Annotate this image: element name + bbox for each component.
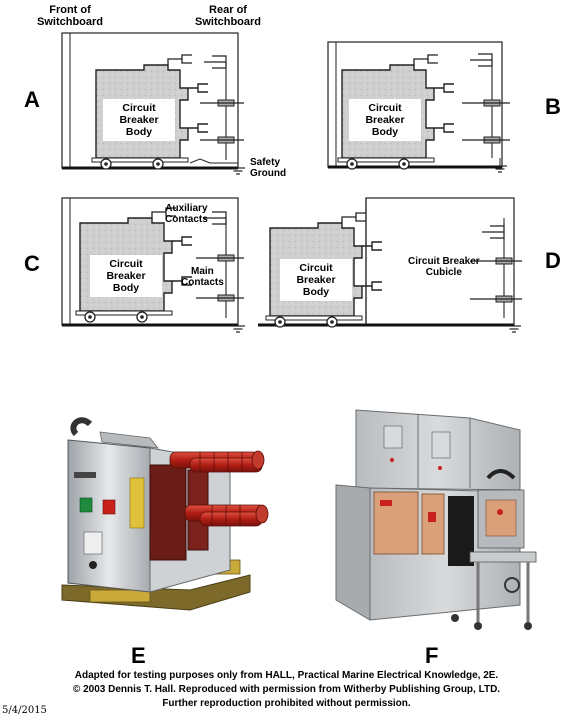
diagram-panel-b	[327, 41, 510, 173]
photo-letter-f: F	[425, 643, 439, 668]
breaker-body-label-d: Circuit Breaker Body	[280, 259, 352, 301]
auxiliary-contacts-label: Auxiliary Contacts	[165, 203, 208, 225]
date-stamp: 5/4/2015	[2, 705, 47, 716]
breaker-body-label-c: Circuit Breaker Body	[90, 255, 162, 297]
diagram-panel-c	[61, 197, 246, 333]
panel-letter-a: A	[24, 87, 40, 112]
credit-line-1: Adapted for testing purposes only from H…	[74, 670, 499, 681]
diagram-panel-d	[258, 197, 522, 333]
switchgear-photo-f	[335, 409, 537, 630]
panel-letter-b: B	[545, 94, 561, 119]
main-contacts-label: Main Contacts	[181, 266, 224, 288]
circuit-breaker-cubicle-label: Circuit Breaker Cubicle	[408, 256, 480, 278]
safety-ground-label: Safety Ground	[250, 157, 287, 179]
panel-letter-c: C	[24, 251, 40, 276]
rear-of-switchboard-label: Rear of Switchboard	[195, 4, 262, 28]
credit-line-3: Further reproduction prohibited without …	[162, 698, 411, 709]
breaker-photo-e	[61, 417, 269, 611]
credit-line-2: © 2003 Dennis T. Hall. Reproduced with p…	[72, 684, 501, 695]
diagram-panel-a	[61, 32, 246, 175]
front-of-switchboard-label: Front of Switchboard	[37, 4, 104, 28]
photo-letter-e: E	[131, 643, 146, 668]
breaker-body-label-b: Circuit Breaker Body	[349, 99, 421, 141]
breaker-body-label-a: Circuit Breaker Body	[103, 99, 175, 141]
panel-letter-d: D	[545, 248, 561, 273]
